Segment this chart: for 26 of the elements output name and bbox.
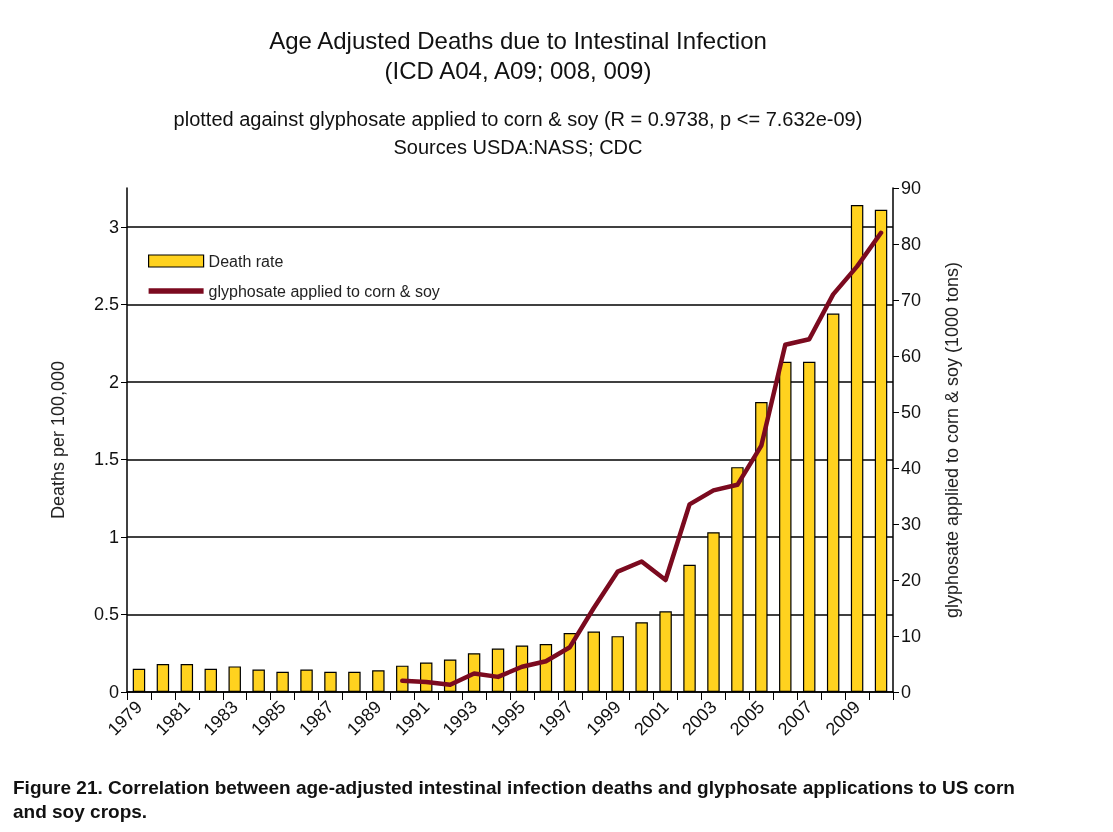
y-tick-label: 0.5 [93,604,119,625]
chart-title: Age Adjusted Deaths due to Intestinal Infection (ICD A04, A09; 008, 009) [269,26,767,84]
y2-tick-label: 10 [901,626,922,646]
caption: Figure 21. Correlation between age-adjusted intestinal infection deaths and glyphosate applications to US corn and soy crops. [13,776,1021,822]
y2-tick-label: 80 [901,234,922,254]
y2-tick-label: 70 [901,290,922,310]
source-note: Sources USDA:NASS; CDC [393,136,643,158]
y-tick-label: 1.5 [93,449,119,470]
y2-tick-label: 40 [901,458,922,478]
y-tick-label: 2.5 [93,294,119,315]
chart-subtitle: plotted against glyphosate applied to corn & soy (R = 0.9738, p <= 7.632e-09) [173,108,863,130]
line-series [400,230,884,687]
y2-tick-label: 60 [901,346,922,366]
y-tick-label: 2 [108,371,119,392]
y-axis-title: Deaths per 100,000 [48,360,68,520]
y-tick-label: 0 [108,682,119,702]
y2-tick-label: 0 [901,682,912,702]
legend-label: Death rate [208,252,284,270]
legend-label: glyphosate applied to corn & soy [208,282,440,300]
y-tick-label: 1 [108,526,119,547]
y2-tick-label: 20 [901,570,922,590]
y2-tick-label: 50 [901,402,922,422]
y2-tick-label: 30 [901,514,922,534]
y2-axis-title: glyphosate applied to corn & soy (1000 tons) [942,261,962,619]
y-tick-label: 3 [108,216,119,237]
y2-tick-label: 90 [901,178,922,198]
